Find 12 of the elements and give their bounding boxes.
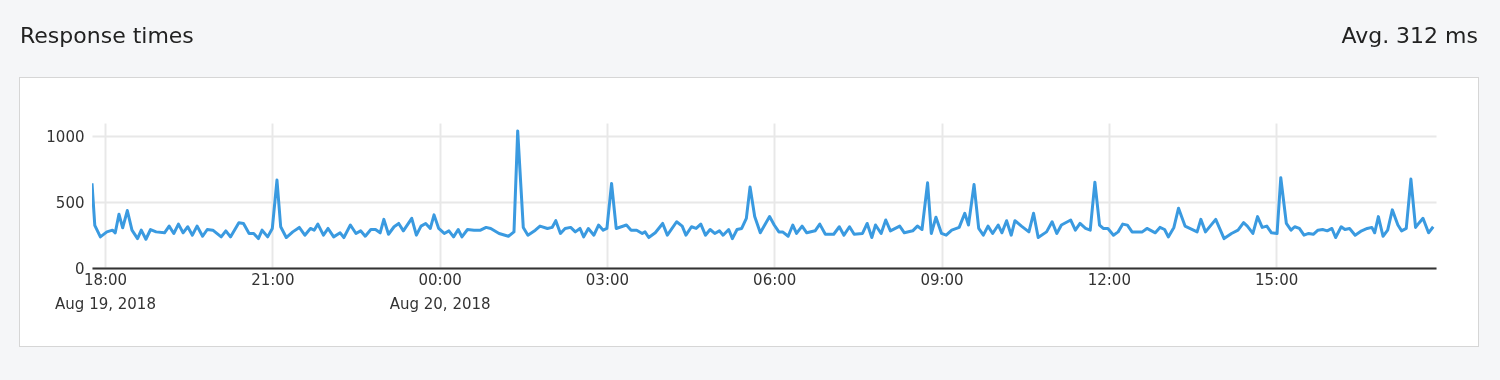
y-tick-label: 1000 xyxy=(46,127,85,146)
x-tick-label: 09:00 xyxy=(920,270,964,289)
x-tick-label: 12:00 xyxy=(1087,270,1131,289)
line-series xyxy=(92,129,1435,241)
text: Avg. 312 ms xyxy=(1341,23,1478,48)
x-tick-label: 21:00 xyxy=(251,270,295,289)
chart-title: Response times xyxy=(20,23,194,48)
x-tick-label: 00:00 Aug 20, 2018 xyxy=(389,270,491,313)
x-tick-label: 15:00 xyxy=(1255,270,1299,289)
x-tick-label: 03:00 xyxy=(585,270,630,289)
y-tick-label: 500 xyxy=(55,193,85,212)
x-tick-label: 06:00 xyxy=(753,270,797,289)
